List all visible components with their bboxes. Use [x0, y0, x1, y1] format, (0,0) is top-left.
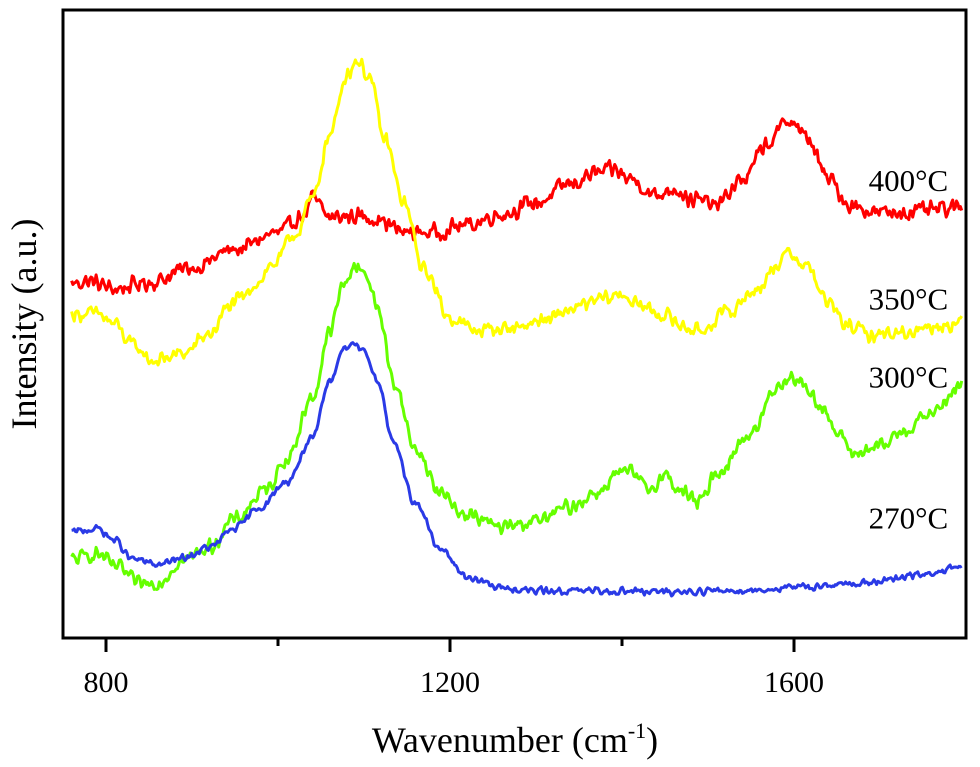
- x-axis-ticks: 800 1200 1600: [84, 638, 824, 699]
- series-label-350c: 350°C: [869, 282, 949, 317]
- x-axis-title-superscript: -1: [628, 718, 646, 743]
- series-group: [70, 57, 964, 598]
- series-label-group: 400°C 350°C 300°C 270°C: [869, 163, 949, 536]
- x-tick-label: 1600: [764, 666, 824, 699]
- series-line-300c: [70, 261, 964, 591]
- series-line-400c: [70, 117, 964, 296]
- y-axis-title: Intensity (a.u.): [4, 219, 44, 430]
- series-line-350c: [70, 57, 963, 367]
- series-label-400c: 400°C: [869, 163, 949, 198]
- x-axis-title-main: Wavenumber (cm: [372, 720, 628, 760]
- x-tick-label: 1200: [420, 666, 480, 699]
- x-axis-title-suffix: ): [646, 720, 658, 760]
- x-tick-label: 800: [84, 666, 129, 699]
- plot-area-frame: [61, 8, 968, 640]
- series-label-300c: 300°C: [869, 359, 949, 394]
- series-label-270c: 270°C: [869, 501, 949, 536]
- series-line-270c: [71, 341, 963, 598]
- x-axis-title: Wavenumber (cm-1): [372, 718, 658, 760]
